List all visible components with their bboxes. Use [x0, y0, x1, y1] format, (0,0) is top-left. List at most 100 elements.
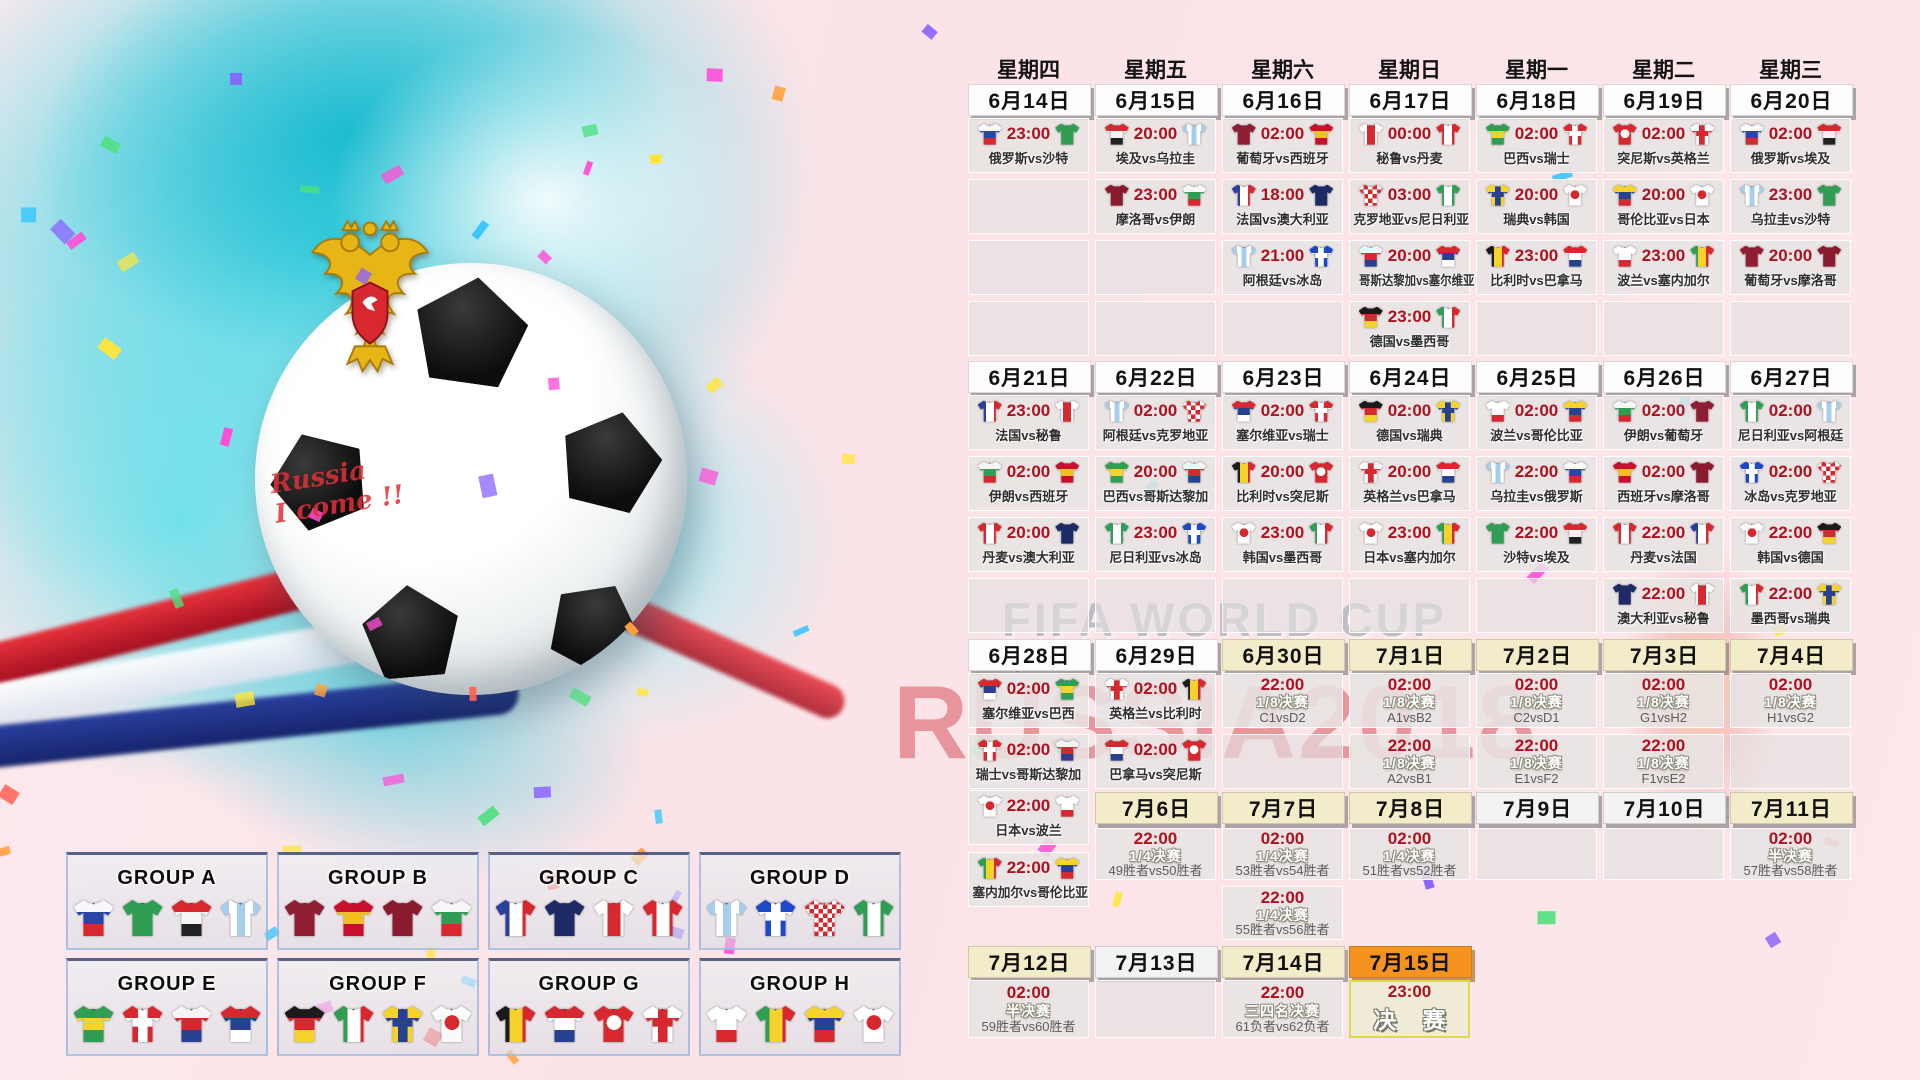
match-cell: 18:00 法国vs澳大利亚	[1222, 179, 1343, 234]
jersey-icon	[1817, 461, 1842, 483]
empty-day-cell	[1095, 301, 1216, 356]
empty-day-cell	[1095, 578, 1216, 633]
match-teams-label: 葡萄牙vs西班牙	[1236, 151, 1329, 167]
match-time: 22:00	[1641, 736, 1686, 755]
match-time: 02:00	[1133, 740, 1178, 760]
jersey-icon	[1739, 522, 1764, 544]
jersey-icon	[1055, 678, 1080, 700]
match-teams-label: 澳大利亚vs秘鲁	[1617, 611, 1710, 627]
match-time: 02:00	[1387, 401, 1432, 421]
match-teams-label: 尼日利亚vs冰岛	[1109, 550, 1202, 566]
jersey-icon	[544, 1006, 585, 1042]
match-time: 23:00	[1514, 246, 1559, 266]
jersey-icon	[1690, 123, 1715, 145]
jersey-icon	[977, 522, 1002, 544]
match-time: 02:00	[1514, 401, 1559, 421]
stage-label: 半决赛	[1006, 1002, 1051, 1019]
match-cell: 02:00 塞尔维亚vs巴西	[968, 673, 1089, 728]
match-time: 00:00	[1387, 124, 1432, 144]
match-cell: 23:00 德国vs墨西哥	[1349, 301, 1470, 356]
date-header: 7月12日	[968, 946, 1091, 978]
jersey-icon	[1485, 522, 1510, 544]
match-cell: 03:00 克罗地亚vs尼日利亚	[1349, 179, 1470, 234]
jersey-icon	[333, 1006, 374, 1042]
date-header: 7月11日	[1730, 792, 1853, 824]
jersey-icon	[284, 900, 325, 936]
jersey-icon	[1231, 461, 1256, 483]
match-teams-label: 塞内加尔vs哥伦比亚	[972, 885, 1088, 901]
match-cell: 02:00 波兰vs哥伦比亚	[1476, 395, 1597, 450]
match-time: 22:00	[1260, 675, 1305, 694]
match-time: 02:00	[1006, 462, 1051, 482]
match-time: 23:00	[1641, 246, 1686, 266]
jersey-icon	[544, 900, 585, 936]
match-cell: 02:00 英格兰vs比利时	[1095, 673, 1216, 728]
pairing-label: 53胜者vs54胜者	[1235, 862, 1330, 878]
jersey-icon	[1690, 583, 1715, 605]
match-cell: 23:00 摩洛哥vs伊朗	[1095, 179, 1216, 234]
russia-eagle-crest	[310, 220, 430, 374]
jersey-icon	[977, 795, 1002, 817]
match-cell: 23:00 俄罗斯vs沙特	[968, 118, 1089, 173]
knockout-match-cell: 22:00 1/4决赛 55胜者vs56胜者	[1222, 886, 1343, 940]
match-teams-label: 摩洛哥vs伊朗	[1115, 212, 1196, 228]
empty-day-cell	[1222, 578, 1343, 633]
jersey-icon	[220, 900, 261, 936]
match-teams-label: 乌拉圭vs俄罗斯	[1490, 489, 1583, 505]
jersey-icon	[1485, 461, 1510, 483]
match-cell: 02:00 瑞士vs哥斯达黎加	[968, 734, 1089, 789]
jersey-icon	[1358, 461, 1383, 483]
empty-day-cell	[1476, 301, 1597, 356]
match-time: 02:00	[1768, 829, 1813, 849]
weekday-label: 星期五	[1124, 59, 1187, 82]
group-box-g: GROUP G	[488, 958, 690, 1056]
match-time: 20:00	[1260, 462, 1305, 482]
knockout-match-cell: 22:00 1/8决赛 E1vsF2	[1476, 734, 1597, 789]
match-cell: 23:00 韩国vs墨西哥	[1222, 517, 1343, 572]
match-time: 02:00	[1006, 740, 1051, 760]
match-time: 23:00	[1387, 982, 1432, 1001]
jersey-icon	[1817, 522, 1842, 544]
jersey-icon	[1612, 245, 1637, 267]
match-cell: 20:00 英格兰vs巴拿马	[1349, 456, 1470, 511]
match-cell: 20:00 埃及vs乌拉圭	[1095, 118, 1216, 173]
jersey-icon	[706, 1006, 747, 1042]
date-header: 6月25日	[1476, 361, 1599, 393]
match-time: 02:00	[1133, 401, 1178, 421]
group-box-a: GROUP A	[66, 852, 268, 950]
match-cell: 20:00 瑞典vs韩国	[1476, 179, 1597, 234]
jersey-icon	[1182, 123, 1207, 145]
group-team-jerseys	[284, 900, 472, 936]
jersey-icon	[495, 1006, 536, 1042]
match-teams-label: 秘鲁vs丹麦	[1376, 151, 1443, 167]
date-header: 6月19日	[1603, 84, 1726, 116]
stage-label: 1/8决赛	[1383, 694, 1436, 710]
match-cell: 00:00 秘鲁vs丹麦	[1349, 118, 1470, 173]
jersey-icon	[73, 900, 114, 936]
jersey-icon	[1104, 461, 1129, 483]
match-time: 02:00	[1641, 462, 1686, 482]
match-teams-label: 波兰vs哥伦比亚	[1490, 428, 1583, 444]
date-header: 7月14日	[1222, 946, 1345, 978]
match-cell: 20:00 丹麦vs澳大利亚	[968, 517, 1089, 572]
group-team-jerseys	[284, 1006, 472, 1042]
date-header: 6月16日	[1222, 84, 1345, 116]
jersey-icon	[495, 900, 536, 936]
jersey-icon	[1055, 123, 1080, 145]
match-cell: 02:00 伊朗vs葡萄牙	[1603, 395, 1724, 450]
group-title: GROUP A	[117, 867, 217, 889]
jersey-icon	[431, 1006, 472, 1042]
jersey-icon	[1817, 400, 1842, 422]
knockout-match-cell: 22:00 三四名决赛 61负者vs62负者	[1222, 980, 1343, 1038]
group-title: GROUP F	[329, 973, 427, 995]
match-time: 23:00	[1387, 307, 1432, 327]
jersey-icon	[1358, 400, 1383, 422]
jersey-icon	[1690, 400, 1715, 422]
pairing-label: F1vsE2	[1641, 771, 1686, 786]
jersey-icon	[1231, 184, 1256, 206]
match-time: 23:00	[1133, 185, 1178, 205]
jersey-icon	[1104, 678, 1129, 700]
empty-day-cell	[1095, 980, 1216, 1038]
jersey-icon	[977, 857, 1002, 879]
group-box-e: GROUP E	[66, 958, 268, 1056]
